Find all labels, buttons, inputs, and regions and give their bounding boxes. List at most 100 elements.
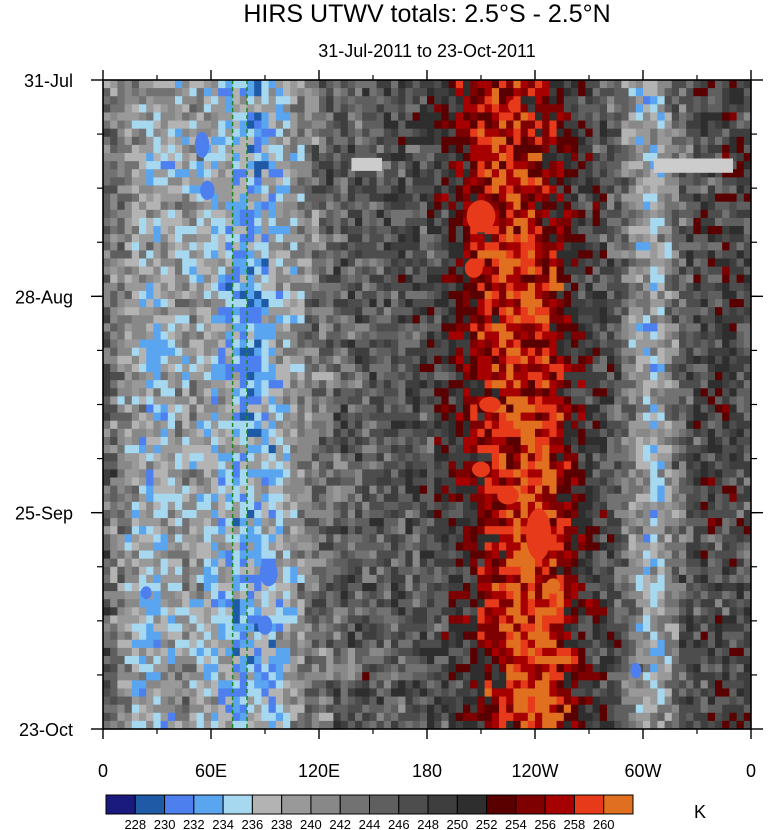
- heatmap-cell: [470, 339, 478, 349]
- heatmap-cell: [383, 209, 392, 219]
- heatmap-cell: [535, 209, 543, 219]
- heatmap-cell: [729, 226, 738, 235]
- heatmap-cell: [167, 396, 176, 406]
- heatmap-cell: [520, 161, 529, 170]
- heatmap-cell: [599, 258, 608, 268]
- heatmap-cell: [549, 469, 558, 479]
- heatmap-cell: [427, 96, 435, 105]
- heatmap-cell: [412, 282, 421, 292]
- heatmap-cell: [218, 120, 226, 130]
- heatmap-cell: [621, 388, 630, 397]
- heatmap-cell: [110, 209, 118, 219]
- heatmap-cell: [319, 120, 327, 130]
- heatmap-cell: [275, 501, 284, 511]
- heatmap-cell: [470, 412, 478, 422]
- heatmap-cell: [686, 453, 694, 462]
- heatmap-cell: [448, 266, 457, 276]
- heatmap-cell: [355, 299, 363, 308]
- heatmap-cell: [419, 412, 428, 422]
- heatmap-cell: [729, 80, 738, 89]
- heatmap-cell: [347, 136, 356, 146]
- heatmap-cell: [398, 485, 406, 495]
- heatmap-cell: [743, 88, 751, 97]
- heatmap-cell: [700, 266, 709, 276]
- heatmap-cell: [679, 493, 687, 503]
- heatmap-cell: [628, 88, 637, 97]
- heatmap-cell: [563, 331, 572, 341]
- heatmap-cell: [607, 363, 615, 373]
- heatmap-cell: [729, 290, 738, 300]
- heatmap-cell: [563, 461, 572, 470]
- heatmap-cell: [700, 96, 709, 105]
- heatmap-cell: [671, 380, 680, 389]
- heatmap-cell: [311, 282, 320, 292]
- heatmap-cell: [311, 128, 320, 138]
- heatmap-cell: [621, 347, 630, 357]
- heatmap-cell: [319, 88, 327, 97]
- heatmap-cell: [419, 80, 428, 89]
- heatmap-cell: [117, 80, 126, 89]
- heatmap-cell: [412, 169, 421, 178]
- heatmap-cell: [736, 485, 745, 495]
- heatmap-cell: [571, 153, 579, 162]
- heatmap-cell: [110, 290, 118, 300]
- heatmap-cell: [326, 128, 334, 138]
- heatmap-cell: [736, 88, 745, 97]
- heatmap-cell: [254, 445, 262, 454]
- heatmap-cell: [542, 80, 550, 89]
- heatmap-cell: [117, 169, 126, 178]
- heatmap-cell: [247, 217, 255, 227]
- heatmap-cell: [110, 177, 118, 187]
- heatmap-cell: [232, 234, 241, 243]
- heatmap-cell: [110, 518, 118, 527]
- heatmap-cell: [239, 88, 248, 97]
- heatmap-cell: [592, 485, 601, 495]
- heatmap-cell: [463, 153, 471, 162]
- heatmap-cell: [592, 217, 601, 227]
- heatmap-cell: [398, 201, 406, 211]
- heatmap-cell: [117, 485, 126, 495]
- heatmap-cell: [211, 209, 219, 219]
- heatmap-cell: [355, 436, 363, 446]
- heatmap-cell: [189, 250, 198, 260]
- heatmap-cell: [455, 226, 464, 235]
- heatmap-cell: [131, 355, 140, 365]
- heatmap-cell: [592, 461, 601, 470]
- heatmap-cell: [693, 290, 702, 300]
- heatmap-cell: [146, 388, 154, 397]
- heatmap-cell: [283, 96, 291, 105]
- heatmap-cell: [254, 347, 262, 357]
- heatmap-cell: [607, 396, 615, 406]
- heatmap-cell: [175, 380, 183, 389]
- heatmap-cell: [477, 169, 486, 178]
- heatmap-cell: [419, 396, 428, 406]
- heatmap-cell: [736, 404, 745, 414]
- heatmap-cell: [175, 242, 183, 251]
- heatmap-cell: [621, 104, 630, 114]
- heatmap-cell: [110, 153, 118, 162]
- heatmap-cell: [304, 404, 313, 414]
- heatmap-cell: [527, 193, 536, 203]
- heatmap-cell: [311, 258, 320, 268]
- heatmap-cell: [146, 436, 154, 446]
- heatmap-cell: [283, 299, 291, 308]
- heatmap-cell: [218, 339, 226, 349]
- heatmap-cell: [448, 161, 457, 170]
- heatmap-cell: [607, 226, 615, 235]
- heatmap-cell: [275, 112, 284, 122]
- heatmap-cell: [643, 388, 651, 397]
- heatmap-cell: [520, 363, 529, 373]
- heatmap-cell: [556, 217, 565, 227]
- heatmap-cell: [542, 242, 550, 251]
- heatmap-cell: [254, 518, 262, 527]
- heatmap-cell: [635, 299, 644, 308]
- heatmap-cell: [491, 331, 500, 341]
- heatmap-cell: [556, 169, 565, 178]
- heatmap-cell: [319, 169, 327, 178]
- heatmap-cell: [527, 290, 536, 300]
- heatmap-cell: [333, 404, 342, 414]
- heatmap-cell: [110, 420, 118, 430]
- heatmap-cell: [304, 282, 313, 292]
- heatmap-cell: [441, 363, 450, 373]
- heatmap-cell: [160, 177, 169, 187]
